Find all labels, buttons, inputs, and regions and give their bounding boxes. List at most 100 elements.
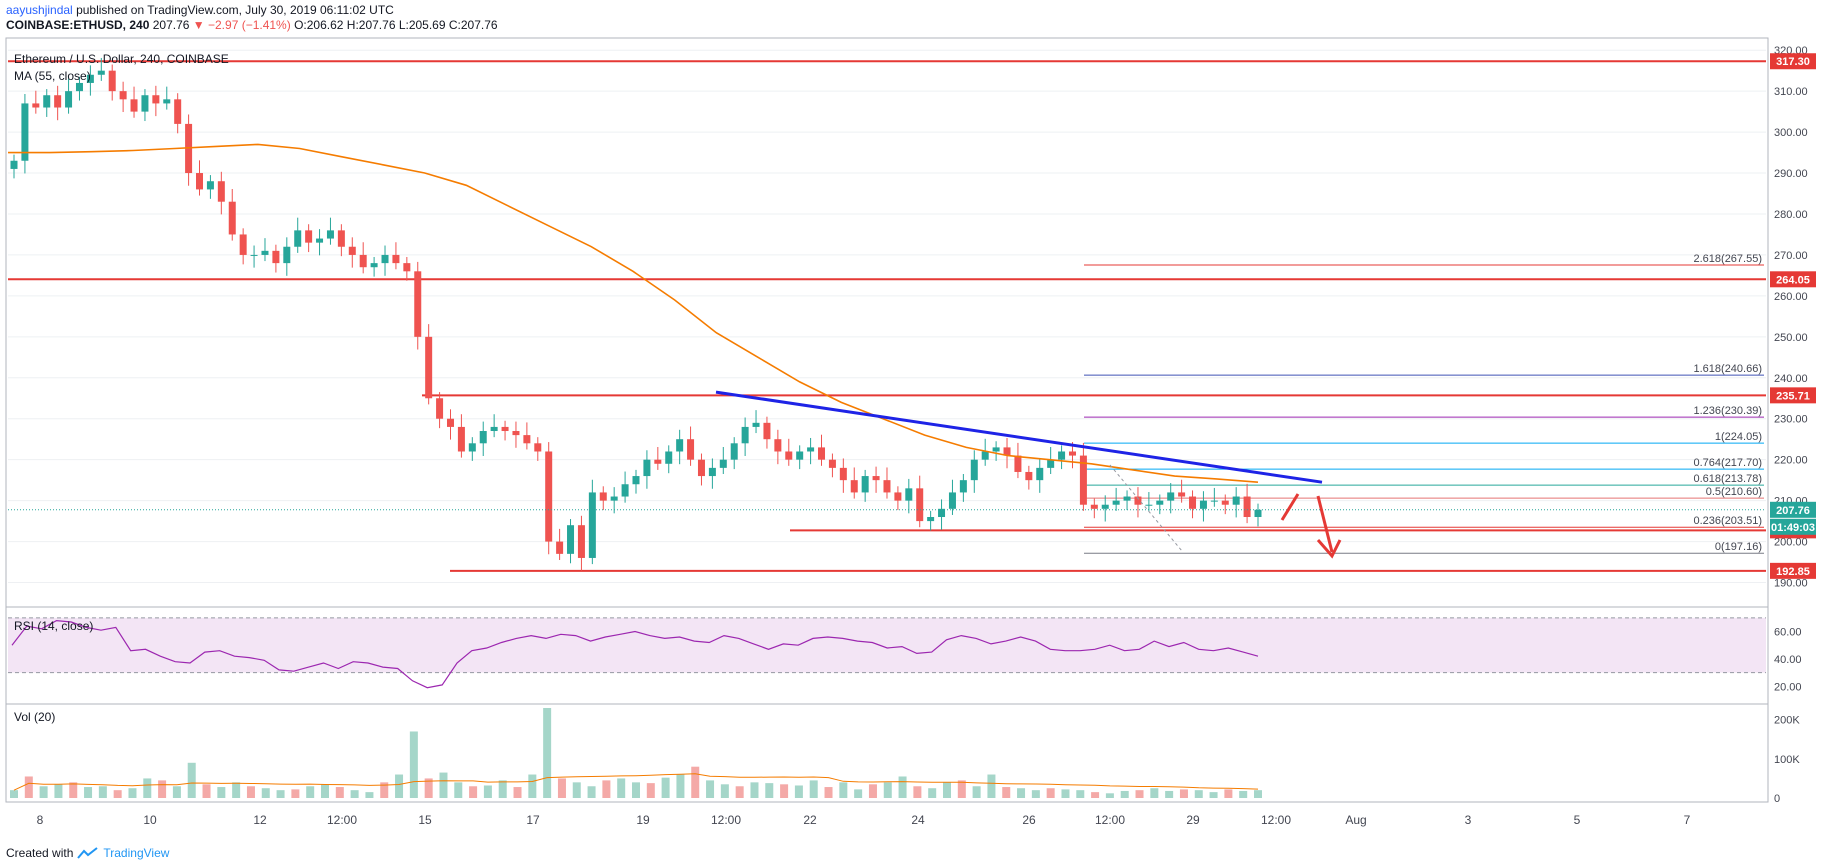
candle-body	[457, 426, 465, 452]
candle-body	[283, 246, 291, 264]
candle-body	[294, 230, 302, 247]
chart-header: aayushjindal published on TradingView.co…	[6, 3, 498, 33]
candle-body	[1232, 496, 1240, 505]
volume-bar	[794, 785, 803, 798]
tradingview-brand[interactable]: TradingView	[103, 846, 170, 860]
volume-bar	[291, 789, 300, 798]
candle-body	[152, 95, 160, 104]
candle-body	[665, 451, 673, 464]
candle-body	[337, 230, 345, 247]
time-tick-label: 8	[37, 813, 44, 827]
time-tick-label: Aug	[1345, 813, 1366, 827]
bounce-arrow-icon	[1280, 493, 1300, 521]
candle-body	[545, 451, 553, 542]
rsi-tick-label: 20.00	[1774, 681, 1802, 693]
candle-body	[468, 443, 476, 452]
volume-bar	[380, 782, 389, 798]
candle-body	[796, 451, 804, 460]
candle-body	[97, 70, 105, 75]
candle-body	[1167, 492, 1175, 501]
volume-ma-line	[13, 773, 1259, 791]
fib-level-label: 0.236(203.51)	[1694, 515, 1763, 527]
level-price-tag	[1770, 562, 1816, 579]
candle-body	[1003, 447, 1011, 456]
candle-body	[1123, 496, 1131, 501]
time-tick-label: 12:00	[327, 813, 357, 827]
candle-body	[239, 234, 247, 255]
candle-body	[1134, 496, 1142, 505]
candle-body	[436, 398, 444, 419]
publish-line: aayushjindal published on TradingView.co…	[6, 3, 498, 18]
candle-body	[479, 431, 487, 444]
fib-level-label: 1.618(240.66)	[1694, 363, 1763, 375]
candle-body	[108, 70, 116, 92]
volume-bar	[409, 731, 418, 798]
candle-body	[217, 181, 225, 202]
candle-body	[861, 476, 869, 493]
volume-bar	[943, 782, 951, 798]
candle-body	[86, 74, 94, 83]
volume-bar	[217, 787, 226, 798]
candle-body	[414, 271, 422, 337]
candle-body	[1178, 492, 1186, 497]
candle-body	[730, 443, 738, 460]
volume-bar	[1194, 790, 1203, 798]
downward-arrow-icon	[1316, 495, 1334, 553]
volume-bar	[202, 784, 211, 798]
candle-body	[490, 426, 498, 432]
candle-body	[119, 91, 127, 100]
price-tick-label: 240.00	[1774, 373, 1808, 385]
volume-bar	[1120, 790, 1129, 798]
candle-body	[959, 480, 967, 493]
volume-bar	[1165, 790, 1174, 798]
candle-body	[577, 525, 585, 558]
candle-body	[850, 480, 858, 493]
countdown-tag-text: 01:49:03	[1771, 522, 1815, 534]
volume-bar	[824, 787, 833, 798]
candle-body	[1068, 451, 1076, 456]
time-tick-label: 26	[1022, 813, 1036, 827]
time-tick-label: 10	[143, 813, 157, 827]
time-tick-label: 12	[253, 813, 267, 827]
candle-body	[348, 246, 356, 255]
volume-bar	[172, 786, 181, 798]
candle-body	[446, 418, 454, 427]
volume-bar	[187, 762, 196, 798]
volume-bar	[646, 783, 655, 798]
candle-body	[403, 263, 411, 272]
candle-body	[206, 181, 214, 190]
volume-bar	[1209, 792, 1218, 798]
candle-body	[687, 439, 695, 460]
candle-body	[1101, 504, 1109, 509]
price-tick-label: 260.00	[1774, 291, 1808, 303]
volume-bar	[706, 780, 715, 798]
candle-body	[992, 447, 1000, 452]
descending-trendline[interactable]	[715, 390, 1323, 484]
candle-body	[10, 160, 18, 169]
candle-body	[676, 439, 684, 452]
volume-bar	[661, 777, 670, 798]
volume-bar	[557, 778, 566, 798]
candle-body	[1210, 500, 1218, 502]
candle-body	[305, 230, 313, 243]
candle-body	[599, 492, 607, 501]
volume-bar	[587, 786, 596, 798]
volume-bar	[868, 784, 877, 798]
candle-body	[392, 254, 400, 264]
quote-line: COINBASE:ETHUSD, 240 207.76 ▼ −2.97 (−1.…	[6, 18, 498, 33]
time-tick-label: 17	[526, 813, 540, 827]
volume-bar	[321, 784, 329, 798]
volume-bar	[513, 787, 522, 798]
candle-body	[741, 426, 749, 444]
price-change: −2.97 (−1.41%)	[208, 18, 291, 32]
candle-body	[894, 492, 902, 501]
price-tick-label: 280.00	[1774, 209, 1808, 221]
volume-bar	[469, 786, 478, 798]
author-link[interactable]: aayushjindal	[6, 3, 73, 17]
created-with-text: Created with	[6, 846, 74, 860]
candle-body	[1058, 451, 1066, 460]
price-tick-label: 270.00	[1774, 250, 1808, 262]
fib-level-label: 0.5(210.60)	[1706, 486, 1762, 498]
volume-bar	[1179, 789, 1188, 798]
